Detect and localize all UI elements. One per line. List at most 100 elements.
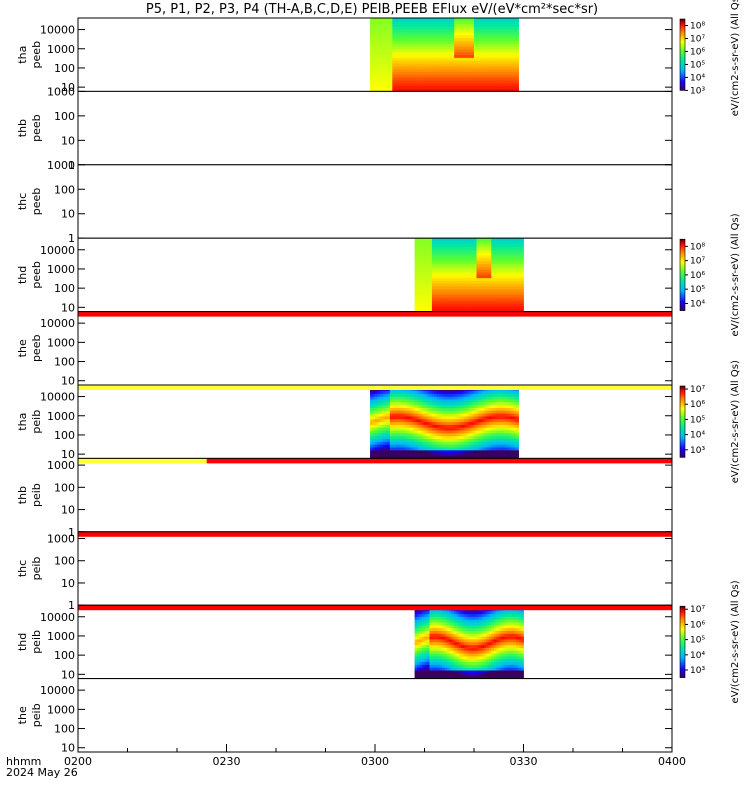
spectrogram-cell [377,23,381,27]
spectrogram-cell [424,243,428,248]
spectrogram-cell [474,266,477,270]
spectrogram-cell [454,404,458,408]
spectrogram-cell [469,300,472,304]
spectrogram-cell [501,65,505,70]
spectrogram-cell [503,18,507,22]
spectrogram-cell [414,401,418,406]
spectrogram-cell [375,77,378,81]
spectrogram-cell [493,280,497,284]
spectrogram-cell [414,77,418,81]
spectrogram-cell [464,243,467,248]
spectrogram-cell [501,289,505,293]
spectrogram-cell [382,68,386,73]
spectrogram-cell [454,46,458,50]
spectrogram-cell [451,34,455,39]
colorbar-tick-label: 10⁶ [690,271,705,281]
spectrogram-cell [414,40,418,44]
spectrogram-cell [459,286,463,290]
spectrogram-cell [464,60,467,64]
spectrogram-cell [476,413,480,417]
spectrogram-cell [501,291,505,296]
spectrogram-cell [419,246,423,250]
spectrogram-cell [419,277,423,281]
spectrogram-cell [434,29,438,33]
spectrogram-cell [498,418,502,423]
spectrogram-cell [375,63,378,67]
spectrogram-cell [444,675,448,679]
spectrogram-cell [498,280,502,284]
spectrogram-cell [417,396,420,400]
spectrogram-cell [491,399,495,403]
spectrogram-cell [498,449,502,454]
spectrogram-cell [441,60,445,64]
spectrogram-cell [508,266,512,270]
spectrogram-cell [414,63,418,67]
spectrogram-cell [508,65,512,70]
spectrogram-cell [513,37,517,41]
spectrogram-cell [422,616,425,620]
spectrogram-cell [419,407,423,411]
y-tick-label: 10000 [40,317,75,330]
spectrogram-cell [454,255,458,259]
spectrogram-cell [516,241,519,245]
spectrogram-cell [444,71,448,75]
spectrogram-cell [422,272,425,276]
spectrogram-cell [392,413,396,417]
spectrogram-cell [387,444,391,448]
spectrogram-cell [469,80,472,84]
spectrogram-cell [399,37,403,41]
spectrogram-cell [501,243,505,248]
spectrogram-cell [379,82,383,87]
spectrogram-cell [444,286,448,290]
spectrogram-cell [370,452,373,456]
spectrogram-cell [402,51,406,56]
spectrogram-cell [461,88,465,92]
spectrogram-cell [461,432,465,437]
spectrogram-cell [444,421,448,425]
spectrogram-cell [422,636,425,640]
y-tick-label: 100 [54,356,75,369]
spectrogram-cell [370,418,373,423]
spectrogram-cell [516,26,519,30]
spectrogram-cell [392,54,396,58]
spectrogram-cell [456,51,460,56]
spectrogram-cell [444,639,448,643]
spectrogram-cell [481,274,485,279]
spectrogram-cell [483,263,487,267]
spectrogram-cell [508,449,512,454]
spectrogram-cell [446,396,450,400]
spectrogram-cell [483,243,487,248]
spectrogram-cell [478,430,482,434]
spectrogram-cell [498,238,502,242]
spectrogram-cell [451,65,455,70]
spectrogram-cell [417,667,420,671]
spectrogram-cell [454,43,458,47]
spectrogram-cell [451,421,455,425]
spectrogram-cell [409,63,413,67]
spectrogram-cell [426,427,430,431]
spectrogram-cell [446,641,450,646]
spectrogram-cell [444,249,448,253]
spectrogram-cell [407,65,411,70]
spectrogram-cell [454,85,458,89]
spectrogram-cell [429,51,433,56]
spectrogram-cell [498,82,502,87]
spectrogram-cell [451,452,455,456]
spectrogram-cell [451,241,455,245]
spectrogram-cell [417,430,420,434]
spectrogram-cell [446,650,450,654]
spectrogram-cell [486,23,490,27]
spectrogram-cell [431,249,435,253]
spectrogram-cell [454,639,458,643]
spectrogram-cell [387,37,391,41]
spectrogram-cell [424,26,428,30]
spectrogram-cell [431,300,435,304]
spectrogram-cell [478,286,482,290]
spectrogram-cell [471,297,475,301]
spectrogram-cell [434,639,438,643]
spectrogram-cell [402,54,406,58]
spectrogram-cell [459,289,463,293]
spectrogram-cell [384,393,388,397]
spectrogram-cell [456,49,460,53]
spectrogram-cell [486,269,490,273]
